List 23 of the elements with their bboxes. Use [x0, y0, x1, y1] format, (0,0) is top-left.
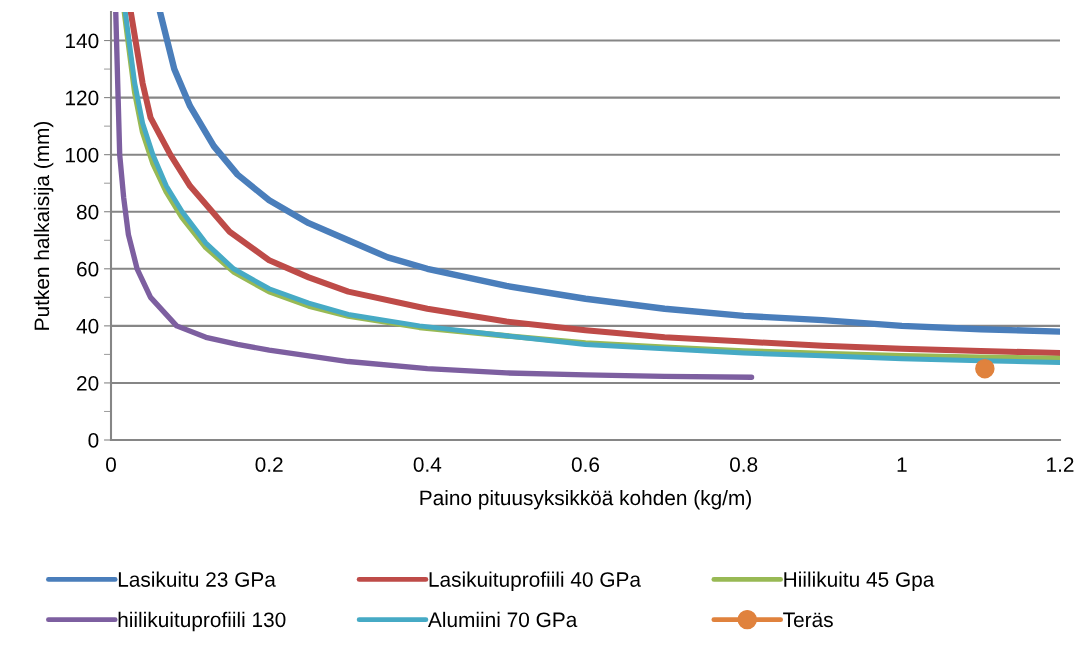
- y-tick-label: 80: [76, 204, 99, 220]
- y-tick-label: 20: [77, 375, 99, 391]
- y-tick-label: 60: [77, 261, 99, 277]
- x-tick-label: 0.2: [255, 457, 283, 472]
- x-tick-label: 0: [106, 457, 116, 472]
- y-tick-label: 0: [88, 433, 99, 448]
- y-tick-label: 140: [66, 33, 99, 49]
- x-tick-label: 0.6: [571, 457, 600, 472]
- legend-label: Lasikuituprofiili 40 GPa: [429, 571, 641, 591]
- legend-label: Alumiini 70 GPa: [427, 611, 578, 628]
- legend-label: Lasikuitu 23 GPa: [118, 571, 276, 587]
- x-tick-label: 1.2: [1047, 457, 1074, 472]
- y-tick-label: 120: [66, 90, 99, 106]
- legend-label: Hiilikuitu 45 Gpa: [784, 571, 935, 591]
- y-tick-label: 40: [76, 318, 99, 334]
- y-axis-title: Putken halkaisija (mm): [33, 121, 54, 330]
- x-axis-title: Paino pituusyksikköä kohden (kg/m): [420, 489, 751, 510]
- x-tick-label: 0.8: [730, 457, 758, 472]
- y-tick-label: 100: [66, 147, 99, 163]
- x-tick-label: 1: [897, 457, 907, 472]
- legend-label: hiilikuituprofiili 130: [118, 611, 286, 632]
- legend-label: Teräs: [783, 612, 833, 628]
- x-tick-label: 0.4: [413, 457, 442, 472]
